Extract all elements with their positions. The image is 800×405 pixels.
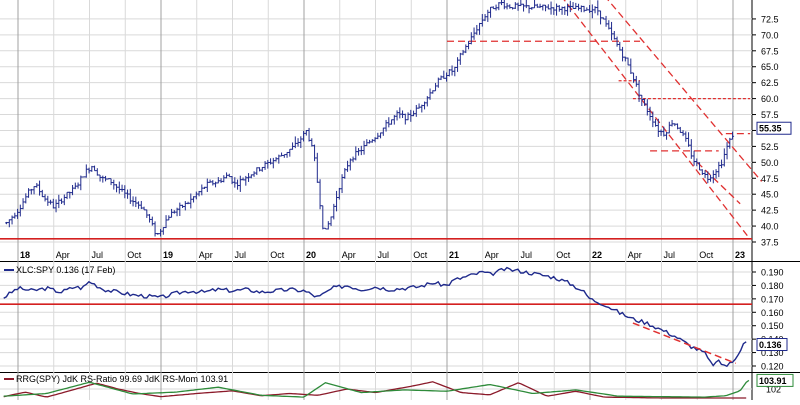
x-tick-label: Oct <box>127 250 142 260</box>
price-y-tick-label: 42.5 <box>761 206 779 216</box>
rrg-last-value: 103.91 <box>759 376 787 386</box>
ratio-y-tick-label: 0.130 <box>761 348 784 358</box>
price-y-tick-label: 47.5 <box>761 174 779 184</box>
x-tick-label: Jul <box>235 250 247 260</box>
ratio-trend-line <box>632 322 737 365</box>
rrg-y-tick-label: 102 <box>766 385 781 395</box>
price-y-tick-label: 67.5 <box>761 46 779 56</box>
channel-line <box>563 0 748 237</box>
price-y-tick-label: 60.0 <box>761 94 779 104</box>
ratio-last-value-bg <box>757 338 789 351</box>
x-tick-label: 18 <box>20 250 30 260</box>
price-y-tick-label: 70.0 <box>761 30 779 40</box>
x-tick-label: Oct <box>413 250 428 260</box>
x-tick-label: Apr <box>199 250 213 260</box>
x-tick-label: Oct <box>556 250 571 260</box>
x-tick-label: Jul <box>378 250 390 260</box>
x-tick-label: Oct <box>699 250 714 260</box>
x-tick-label: 21 <box>449 250 459 260</box>
x-tick-label: Apr <box>485 250 499 260</box>
rrg-legend: RRG(SPY) JdK RS-Ratio 99.69 JdK RS-Mom 1… <box>16 374 228 384</box>
x-tick-label: Oct <box>270 250 285 260</box>
ratio-y-tick-label: 0.180 <box>761 281 784 291</box>
x-tick-label: 22 <box>592 250 602 260</box>
price-y-tick-label: 62.5 <box>761 78 779 88</box>
rs-mom-line <box>3 379 750 398</box>
price-last-value-border <box>756 121 792 135</box>
ratio-y-tick-label: 0.160 <box>761 308 784 318</box>
x-tick-label: 23 <box>735 250 745 260</box>
ratio-y-tick-label: 0.150 <box>761 321 784 331</box>
ratio-legend: XLC:SPY 0.136 (17 Feb) <box>16 265 115 275</box>
price-y-tick-label: 72.5 <box>761 14 779 24</box>
price-y-tick-label: 50.0 <box>761 158 779 168</box>
rrg-last-value-bg <box>756 373 794 387</box>
ratio-last-value-border <box>756 338 788 352</box>
price-last-value-bg <box>757 122 789 135</box>
price-y-tick-label: 40.0 <box>761 222 779 232</box>
ratio-last-value: 0.136 <box>759 340 782 350</box>
price-y-tick-label: 52.5 <box>761 142 779 152</box>
x-tick-label: 19 <box>163 250 173 260</box>
price-y-tick-label: 65.0 <box>761 62 779 72</box>
price-y-tick-label: 45.0 <box>761 190 779 200</box>
ratio-y-tick-label: 0.170 <box>761 294 784 304</box>
ratio-y-tick-label: 0.190 <box>761 268 784 278</box>
price-bars <box>5 0 735 237</box>
rs-ratio-line <box>3 381 747 399</box>
price-y-tick-label: 37.5 <box>761 238 779 248</box>
x-tick-label: Apr <box>628 250 642 260</box>
x-tick-label: Apr <box>342 250 356 260</box>
x-tick-label: Jul <box>664 250 676 260</box>
x-tick-label: 20 <box>306 250 316 260</box>
ratio-series-line <box>3 266 747 368</box>
x-tick-label: Apr <box>56 250 70 260</box>
ratio-y-tick-label: 0.120 <box>761 362 784 372</box>
channel-line <box>607 0 763 182</box>
x-tick-label: Jul <box>92 250 104 260</box>
price-last-value: 55.35 <box>759 124 782 134</box>
x-tick-label: Jul <box>521 250 533 260</box>
price-y-tick-label: 57.5 <box>761 110 779 120</box>
channel-line <box>696 161 741 205</box>
